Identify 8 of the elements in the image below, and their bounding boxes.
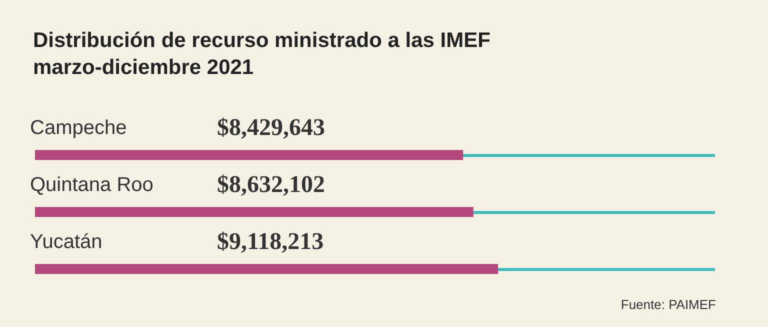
data-label: $8,429,643 (217, 115, 325, 141)
data-label: $9,118,213 (217, 229, 324, 255)
source-note: Fuente: PAIMEF (620, 297, 716, 312)
y-tick-label: Quintana Roo (30, 174, 154, 196)
chart-title: Distribución de recurso ministrado a las IMEF marzo-diciembre 2021 (33, 29, 491, 79)
data-label: $8,632,102 (217, 172, 325, 198)
y-tick-label: Yucatán (30, 231, 102, 253)
y-tick-label: Campeche (30, 117, 127, 139)
